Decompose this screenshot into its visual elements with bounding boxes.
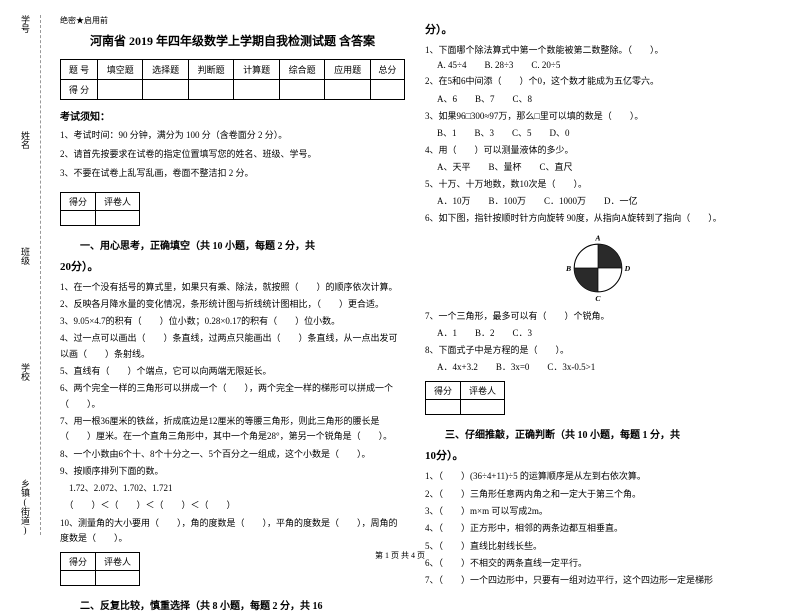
- q: 1、在一个没有括号的算式里，如果只有乘、除法，就按照（ ）的顺序依次计算。: [60, 280, 405, 295]
- left-column: 绝密★启用前 河南省 2019 年四年级数学上学期自我检测试题 含答案 题 号 …: [50, 15, 415, 535]
- score-box-1: 得分评卷人: [60, 192, 140, 226]
- q: 4、（ ）正方形中，相邻的两条边都互相垂直。: [425, 521, 770, 536]
- scorebox-l: 得分: [426, 382, 461, 400]
- col-h: 填空题: [97, 60, 142, 80]
- q: 7、（ ）一个四边形中，只要有一组对边平行，这个四边形一定是梯形: [425, 573, 770, 588]
- row-label: 得 分: [61, 80, 98, 100]
- sidebar-label: 班级: [19, 247, 32, 265]
- svg-text:B: B: [565, 264, 571, 273]
- binding-sidebar: 学号 姓名 班级 学校 乡镇(街道): [8, 15, 43, 535]
- col-h: 综合题: [279, 60, 324, 80]
- opts: A．4x+3.2B．3x=0C．3x-0.5>1: [437, 360, 770, 373]
- fold-line: [40, 15, 41, 535]
- col-h: 题 号: [61, 60, 98, 80]
- notice-list: 1、考试时间：90 分钟，满分为 100 分（含卷面分 2 分）。 2、请首先按…: [60, 127, 405, 182]
- q: 3、如果96□300≈97万，那么□里可以填的数是（ ）。: [425, 109, 770, 124]
- section-3-title2: 10分）。: [425, 447, 770, 463]
- svg-text:C: C: [595, 294, 601, 303]
- score-summary-table: 题 号 填空题 选择题 判断题 计算题 综合题 应用题 总分 得 分: [60, 59, 405, 100]
- notice-item: 1、考试时间：90 分钟，满分为 100 分（含卷面分 2 分）。: [60, 127, 405, 143]
- section-2-title: 二、反复比较，慎重选择（共 8 小题，每题 2 分，共 16: [60, 597, 405, 612]
- cell: [97, 80, 142, 100]
- svg-text:D: D: [623, 264, 630, 273]
- q: 2、（ ）三角形任意两内角之和一定大于第三个角。: [425, 487, 770, 502]
- opts: A．1B．2C．3: [437, 326, 770, 339]
- q: 6、如下图，指针按顺时针方向旋转 90度，从指向A旋转到了指向（ ）。: [425, 211, 770, 226]
- q: 7、一个三角形，最多可以有（ ）个锐角。: [425, 309, 770, 324]
- page-footer: 第 1 页 共 4 页: [0, 550, 800, 561]
- sidebar-label: 学号: [19, 15, 32, 33]
- q: 7、用一根36厘米的铁丝，折成底边是12厘米的等腰三角形，则此三角形的腰长是（ …: [60, 414, 405, 445]
- sidebar-field-name: 姓名: [19, 131, 32, 149]
- q: 5、十万、十万地数，数10次是（ ）。: [425, 177, 770, 192]
- q: 4、过一点可以画出（ ）条直线，过两点只能画出（ ）条直线，从一点出发可以画（ …: [60, 331, 405, 362]
- q: 2、反映各月降水量的变化情况，条形统计图与折线统计图相比，（ ）更合适。: [60, 297, 405, 312]
- q: 2、在5和6中间添（ ）个0，这个数才能成为五亿零六。: [425, 74, 770, 89]
- scorebox-r: 评卷人: [461, 382, 505, 400]
- sidebar-field-class: 班级: [19, 247, 32, 265]
- q: 5、直线有（ ）个端点，它可以向两端无限延长。: [60, 364, 405, 379]
- q: 10、测量角的大小要用（ ），角的度数是（ ），平角的度数是（ ），周角的度数是…: [60, 516, 405, 547]
- q: 4、用（ ）可以测量液体的多少。: [425, 143, 770, 158]
- right-column: 分）。 1、下面哪个除法算式中第一个数能被第二数整除。（ ）。 A. 45÷4B…: [415, 15, 780, 535]
- q: 8、一个小数由6个十、8个十分之一、5个百分之一组成，这个小数是（ ）。: [60, 447, 405, 462]
- sidebar-field-id: 学号: [19, 15, 32, 33]
- cell: [143, 80, 188, 100]
- sidebar-label: 学校: [19, 363, 32, 381]
- opts: B、1B、3C、5D、0: [437, 126, 770, 139]
- exam-title: 河南省 2019 年四年级数学上学期自我检测试题 含答案: [60, 32, 405, 49]
- q: 1.72、2.072、1.702、1.721: [60, 481, 405, 496]
- scorebox-r: 评卷人: [96, 192, 140, 210]
- opts: A. 45÷4B. 28÷3C. 20÷5: [437, 60, 770, 70]
- col-h: 应用题: [325, 60, 370, 80]
- section-1-title2: 20分）。: [60, 258, 405, 274]
- q: 9、按顺序排列下面的数。: [60, 464, 405, 479]
- col-h: 总分: [370, 60, 404, 80]
- compass-figure: A B C D: [563, 233, 633, 303]
- svg-text:A: A: [594, 233, 600, 242]
- sidebar-label: 乡镇(街道): [19, 479, 32, 535]
- opts: A、6B、7C、8: [437, 92, 770, 105]
- section-3-title: 三、仔细推敲，正确判断（共 10 小题，每题 1 分，共: [425, 426, 770, 441]
- sidebar-field-town: 乡镇(街道): [19, 479, 32, 535]
- page-body: 绝密★启用前 河南省 2019 年四年级数学上学期自我检测试题 含答案 题 号 …: [0, 0, 800, 545]
- q: 8、下面式子中是方程的是（ ）。: [425, 343, 770, 358]
- col-h: 判断题: [188, 60, 233, 80]
- notice-heading: 考试须知：: [60, 108, 405, 123]
- section-1-title: 一、用心思考，正确填空（共 10 小题，每题 2 分，共: [60, 237, 405, 252]
- notice-item: 3、不要在试卷上乱写乱画，卷面不整洁扣 2 分。: [60, 165, 405, 181]
- cell: [370, 80, 404, 100]
- col-h: 计算题: [234, 60, 279, 80]
- q: （ ）＜（ ）＜（ ）＜（ ）: [60, 498, 405, 513]
- q: 3、9.05×4.7的积有（ ）位小数；0.28×0.17的积有（ ）位小数。: [60, 314, 405, 329]
- score-box-3: 得分评卷人: [425, 381, 505, 415]
- q: 1、下面哪个除法算式中第一个数能被第二数整除。（ ）。: [425, 43, 770, 58]
- q: 3、（ ）m×m 可以写成2m。: [425, 504, 770, 519]
- q: 1、（ ）(36÷4+11)÷5 的运算顺序是从左到右依次算。: [425, 469, 770, 484]
- opts: A、天平B、量杯C、直尺: [437, 160, 770, 173]
- sidebar-label: 姓名: [19, 131, 32, 149]
- cell: [188, 80, 233, 100]
- col-h: 选择题: [143, 60, 188, 80]
- scorebox-l: 得分: [61, 192, 96, 210]
- q: 6、两个完全一样的三角形可以拼成一个（ ），两个完全一样的梯形可以拼成一个（ ）…: [60, 381, 405, 412]
- secret-header: 绝密★启用前: [60, 15, 405, 26]
- sidebar-field-school: 学校: [19, 363, 32, 381]
- section-2-title2: 分）。: [425, 21, 770, 37]
- cell: [279, 80, 324, 100]
- notice-item: 2、请首先按要求在试卷的指定位置填写您的姓名、班级、学号。: [60, 146, 405, 162]
- cell: [234, 80, 279, 100]
- cell: [325, 80, 370, 100]
- opts: A．10万B．100万C．1000万D．一亿: [437, 194, 770, 207]
